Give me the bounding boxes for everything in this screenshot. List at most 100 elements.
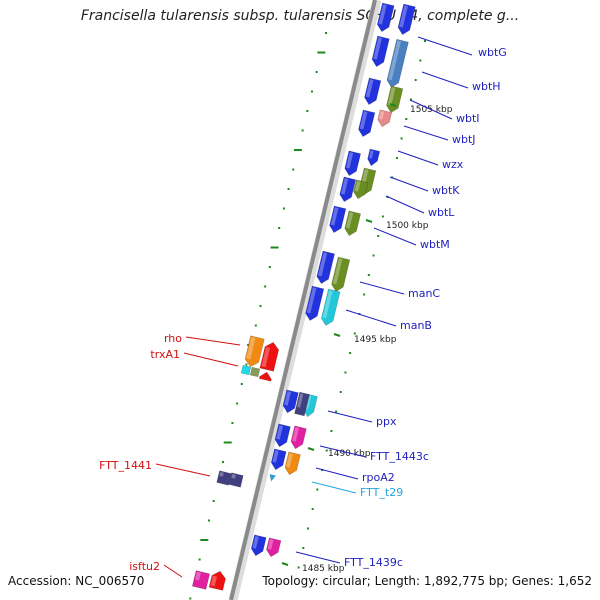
leader-line-wbtM [373,227,417,246]
cds-forward-block-shine [306,287,317,314]
tick-dot-left [245,363,248,366]
tick-dot-left [292,168,295,171]
gene-block-rpoA2-body [284,451,301,476]
tick-dot-left [198,558,201,561]
cds-forward-block-shine [330,207,339,226]
tick-dot-right [409,98,412,101]
gene-label-manB: manB [400,319,432,332]
gene-block-isftu2 [191,570,211,590]
gene-label-wbtG: wbtG [478,46,507,59]
tick-dot-left [278,227,281,229]
leader-line-manB [345,309,397,327]
gene-block-rho [244,335,265,367]
gene-block-wbtI [386,85,404,114]
gene-block-manC-body [331,256,351,292]
scale-tick [281,562,289,566]
cds-block-cyan-body [240,364,252,376]
tick-dot-left [325,32,327,34]
leader-line-FTT_1439c [295,551,341,564]
cds-forward-block [376,2,395,33]
gene-label-ppx: ppx [376,415,397,428]
gene-label-rpoA2: rpoA2 [362,471,395,484]
tick-dot-left [317,51,326,54]
gene-block-FTT_1441-shine [231,473,236,479]
tick-dot-right [339,391,342,393]
cds-block-dark-shine [297,393,304,408]
scale-tick [333,333,341,337]
cds-forward-block-body [339,176,356,203]
gene-block-wbtH-body [386,38,409,88]
tick-dot-right [307,527,309,530]
cds-block-dark [216,470,232,486]
gene-label-FTT_1441: FTT_1441 [99,459,152,472]
scale-tick [389,103,397,107]
cds-forward-block [316,250,335,284]
genome-backbone [229,0,377,600]
gene-block-wbtH-shine [388,40,402,81]
gene-block-wbtJ-shine [378,111,385,120]
gene-block-FTT_1443c-shine [292,427,299,442]
tick-dot-right [414,79,417,81]
gene-block-wbtJ [377,109,393,128]
leader-line-FTT_1441 [155,463,211,477]
tick-dot-right [344,371,347,374]
topology-label: Topology: circular; Length: 1,892,775 bp… [262,574,592,588]
gene-block-FTT_1439c [266,537,282,558]
gene-label-manC: manC [408,287,440,300]
cds-forward-block-body [250,534,267,557]
scale-label: 1490 kbp [328,449,371,459]
cds-forward-block-shine [340,178,349,195]
tick-dot-left [222,461,225,463]
gene-block-manB-body [321,288,341,326]
gene-label-FTT_t29: FTT_t29 [360,486,403,499]
cds-forward-block [282,389,299,414]
tick-dot-left [240,383,243,385]
tick-dot-right [302,547,305,549]
gene-block-wzx-body [367,148,381,167]
leader-line-trxA1 [183,352,239,367]
gene-label-wbtJ: wbtJ [452,133,476,146]
cds-forward-block-shine [276,425,283,440]
gene-label-isftu2: isftu2 [129,560,160,573]
cds-forward-block-shine [378,4,387,25]
cds-forward-block [270,448,287,471]
tick-dot-left [254,324,257,327]
cds-forward-block [339,176,356,203]
gene-block-wbtI-shine [387,87,396,106]
cds-forward-block-body [329,205,347,234]
tick-dot-left [306,110,309,112]
cds-forward-block [358,109,376,138]
cds-forward-block [371,35,390,67]
tick-dot-right [363,293,366,296]
gene-block-trxA1 [259,342,279,372]
gene-block-manB-shine [322,290,333,319]
gene-label-FTT_1443c: FTT_1443c [370,450,429,463]
cds-forward-block-body [376,2,395,33]
scale-tick [307,447,315,451]
tick-dot-right [405,118,408,120]
cds-block-dark [294,391,310,417]
gene-block-rho-body [244,335,265,367]
cds-block-red [258,371,272,382]
cds-block-olive-body [249,366,261,378]
gene-block-wbtM-shine [345,212,354,229]
leader-line-wzx [397,150,439,166]
cds-forward-block-body [364,77,382,106]
leader-line-isftu2 [163,564,183,578]
tick-dot-left [259,305,262,307]
tick-dot-left [223,441,232,444]
cds-forward-block-shine [373,37,382,60]
gene-block-rpoA2-shine [286,453,293,468]
cds-block-dark-body [216,470,232,486]
cds-forward-block-body [316,250,335,284]
leader-line-rpoA2 [315,467,359,480]
tick-dot-left [264,285,267,288]
tick-dot-right [367,274,370,276]
tick-dot-left [268,266,271,268]
gene-label-trxA1: trxA1 [150,348,180,361]
gene-block-FTT_1441 [228,472,244,488]
gene-block-rho-shine [246,336,256,360]
cds-block-red-body [258,371,272,382]
gene-block-manB [321,288,341,326]
